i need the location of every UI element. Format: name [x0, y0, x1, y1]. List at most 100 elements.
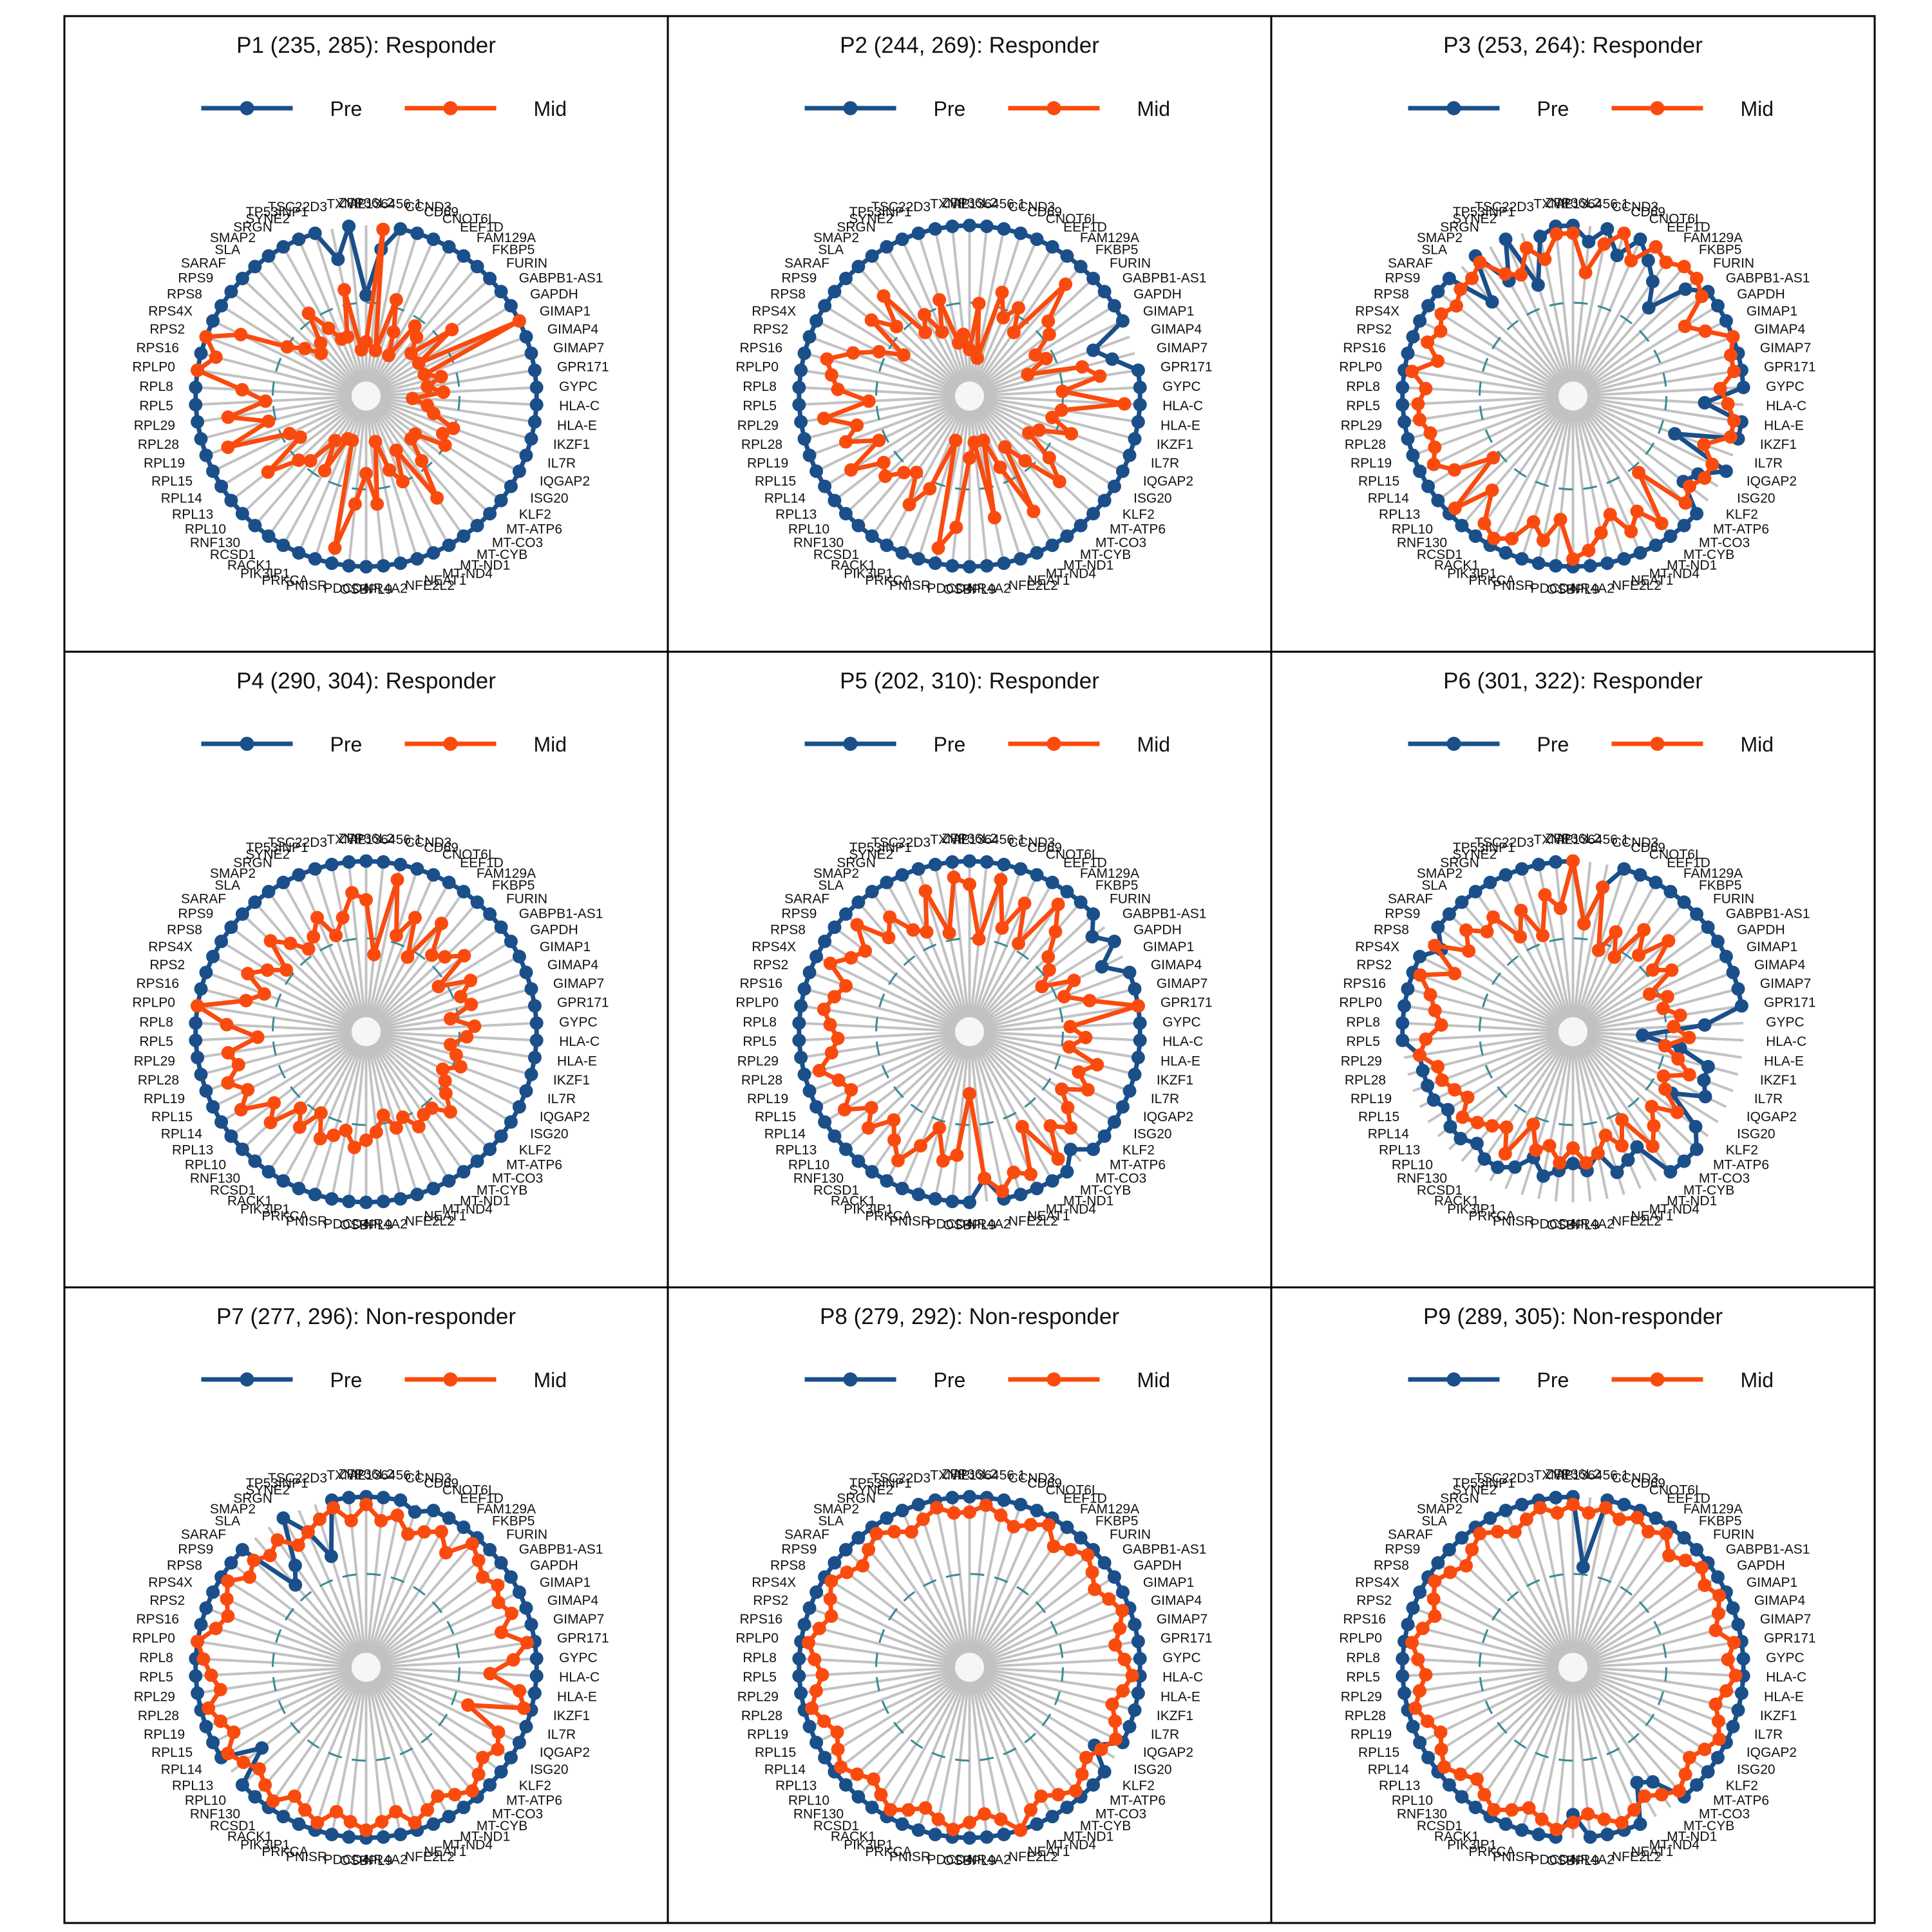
- gene-label: RPL13: [172, 1779, 213, 1794]
- gene-label: FKBP5: [1095, 878, 1139, 893]
- gene-label: NR4A2: [967, 1852, 1011, 1867]
- gene-label: RCSD1: [1417, 1183, 1463, 1198]
- gene-label: RPL29: [737, 1054, 779, 1068]
- series-pre-point: [1131, 1686, 1145, 1700]
- series-mid-point: [1093, 369, 1107, 383]
- series-mid-point: [1591, 1146, 1605, 1160]
- series-pre-point: [1531, 857, 1546, 871]
- gene-label: NEAT1: [424, 573, 466, 588]
- gene-label: GABPB1-AS1: [1726, 906, 1810, 921]
- gene-label: RPL8: [139, 379, 173, 394]
- series-mid-point: [874, 1788, 888, 1802]
- series-pre-point: [519, 965, 533, 980]
- series-mid-point: [263, 1115, 278, 1130]
- series-pre-point: [838, 907, 853, 921]
- series-mid-point: [1027, 504, 1041, 518]
- series-pre-point: [1690, 907, 1704, 921]
- series-mid-point: [1591, 943, 1605, 958]
- series-mid-point: [247, 1553, 261, 1567]
- gene-label: ISG20: [1133, 491, 1172, 506]
- gene-label: OSBPL9: [1547, 1218, 1600, 1233]
- series-mid-point: [931, 541, 945, 555]
- gene-label: NR4A2: [1571, 1852, 1615, 1867]
- spoke: [314, 1504, 363, 1653]
- legend-pre-marker: [843, 737, 858, 751]
- series-pre-point: [1710, 934, 1725, 949]
- gene-label: MT-CO3: [1095, 1171, 1146, 1186]
- series-pre-point: [494, 1556, 508, 1570]
- series-mid-point: [1498, 1147, 1512, 1161]
- series-mid-point: [1065, 427, 1079, 441]
- series-pre-point: [1673, 1041, 1687, 1055]
- series-pre-point: [224, 493, 238, 507]
- series-pre-point: [325, 1192, 339, 1206]
- series-pre-point: [1663, 885, 1678, 898]
- series-mid-point: [1673, 1009, 1687, 1022]
- series-mid-point: [298, 341, 312, 355]
- series-pre-point: [1128, 1703, 1142, 1717]
- gene-label: SARAF: [784, 891, 829, 906]
- gene-label: NEAT1: [1631, 573, 1673, 588]
- series-pre-point: [1731, 982, 1745, 996]
- series-pre-point: [512, 1736, 526, 1750]
- series-mid-point: [1411, 1653, 1425, 1667]
- series-pre-point: [1454, 1132, 1468, 1146]
- series-mid-point: [1553, 901, 1567, 915]
- spoke: [1586, 1672, 1727, 1744]
- series-mid-point: [209, 350, 223, 365]
- series-mid-point: [1553, 1156, 1567, 1170]
- series-mid-point: [321, 321, 336, 336]
- series-pre-point: [1633, 1817, 1647, 1831]
- gene-label: RPL14: [1368, 1127, 1410, 1142]
- series-mid-point: [1627, 1803, 1641, 1817]
- gene-label: RPL13: [1379, 1143, 1420, 1158]
- gene-label: EEF1D: [1063, 220, 1107, 235]
- series-mid-point: [844, 951, 858, 965]
- series-pre-point: [802, 1719, 817, 1734]
- series-mid-point: [862, 394, 876, 408]
- spoke: [981, 305, 1115, 390]
- series-mid-point: [209, 1622, 223, 1636]
- series-pre-point: [524, 982, 538, 996]
- series-mid-point: [1014, 1823, 1028, 1837]
- series-mid-point: [401, 950, 415, 964]
- gene-label: SARAF: [1388, 256, 1433, 270]
- legend-mid-marker: [1046, 101, 1061, 115]
- series-mid-point: [1566, 226, 1580, 240]
- series-pre-point: [261, 1165, 276, 1179]
- gene-label: RPLP0: [735, 996, 779, 1010]
- series-pre-point: [248, 1790, 262, 1804]
- series-mid-point: [935, 325, 949, 339]
- series-mid-point: [933, 293, 947, 307]
- spoke: [983, 1607, 1130, 1663]
- series-pre-point: [980, 855, 994, 869]
- series-pre-point: [1030, 546, 1044, 560]
- series-mid-point: [359, 1823, 373, 1837]
- series-pre-point: [980, 559, 994, 573]
- gene-label: RPLP0: [132, 360, 175, 375]
- gene-label: ISG20: [530, 491, 569, 506]
- series-pre-point: [292, 1182, 306, 1195]
- gene-label: SRGN: [1440, 856, 1479, 871]
- gene-label: RPL10: [788, 1158, 829, 1173]
- reference-ring: [1479, 301, 1667, 491]
- series-mid-point: [850, 418, 864, 432]
- spoke: [376, 406, 491, 515]
- gene-label: TXNIP: [1533, 197, 1573, 212]
- series-mid-point: [1063, 1542, 1077, 1557]
- gene-label: KLF2: [1122, 507, 1155, 522]
- series-mid-point: [846, 346, 860, 360]
- series-mid-point: [1413, 968, 1427, 982]
- series-pre-point: [797, 982, 811, 996]
- gene-label: AL136456.1: [1556, 1468, 1629, 1483]
- gene-label: TSC22D3: [871, 1471, 931, 1486]
- gene-label: RPS4X: [148, 940, 193, 954]
- series-mid-point: [866, 1772, 880, 1786]
- series-pre-point: [963, 1195, 976, 1209]
- series-mid-point: [390, 1508, 404, 1522]
- series-pre-point: [524, 346, 538, 361]
- legend-mid-label: Mid: [534, 97, 567, 120]
- series-mid-point: [1645, 1139, 1660, 1153]
- gene-label: RPS9: [1385, 270, 1420, 285]
- series-pre-point: [457, 529, 471, 543]
